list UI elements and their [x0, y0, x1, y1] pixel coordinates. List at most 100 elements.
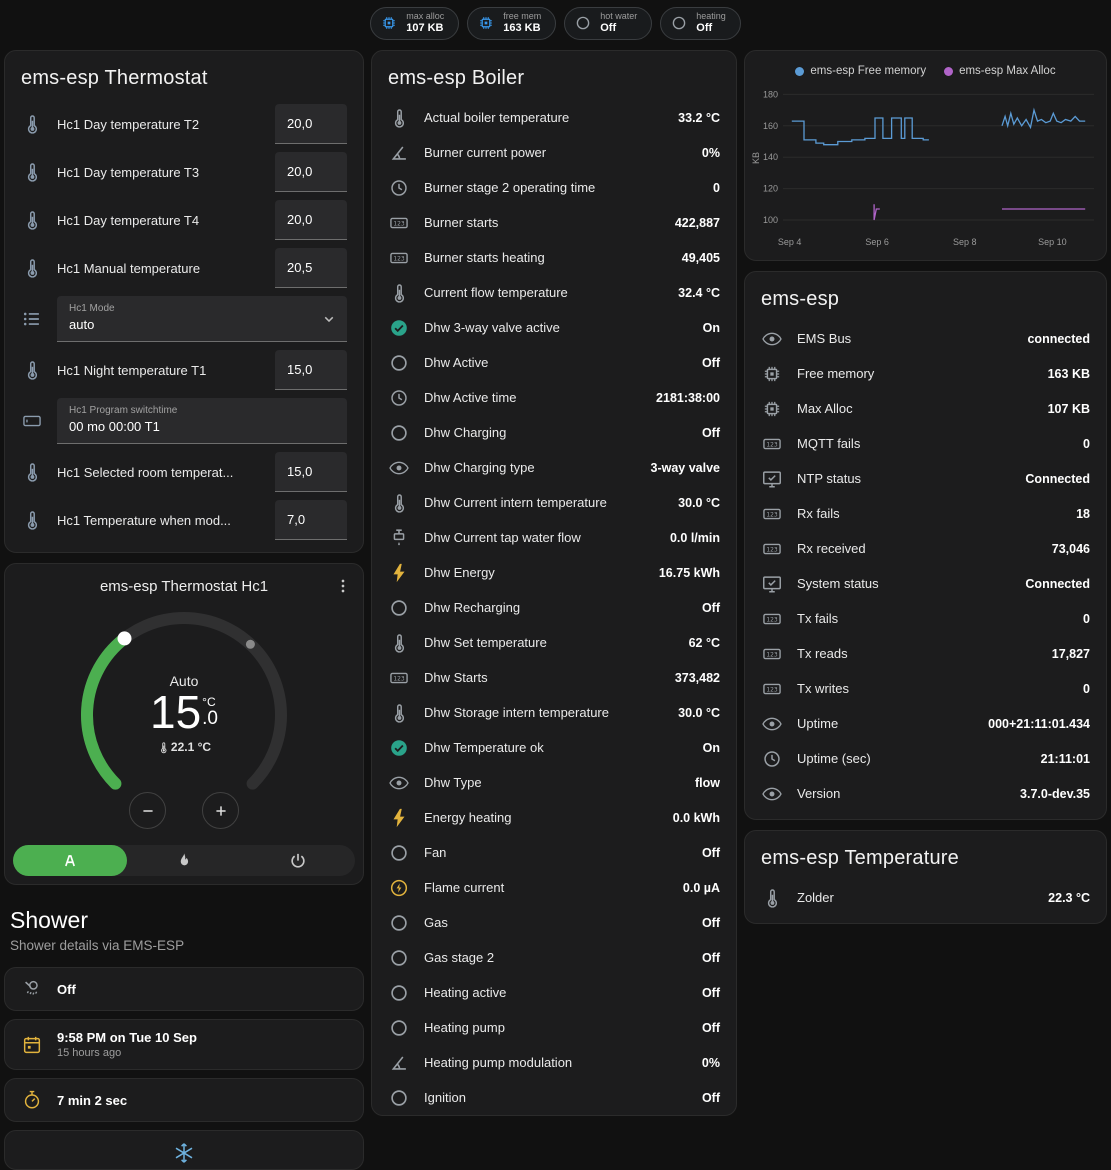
- entity-label: Tx fails: [797, 611, 1069, 626]
- status-badge[interactable]: heatingOff: [660, 7, 741, 40]
- legend-item[interactable]: ems-esp Free memory: [795, 65, 926, 77]
- circle-icon: [574, 14, 592, 32]
- entity-row[interactable]: Dhw Set temperature62 °C: [372, 625, 736, 660]
- entity-row[interactable]: Dhw Current tap water flow0.0 l/min: [372, 520, 736, 555]
- number-input[interactable]: 20,5: [275, 248, 347, 288]
- entity-row[interactable]: Gas stage 2Off: [372, 940, 736, 975]
- entity-value: Off: [702, 916, 720, 930]
- column-right: ems-esp Free memoryems-esp Max Alloc 100…: [744, 50, 1107, 1170]
- entity-row[interactable]: Max Alloc107 KB: [745, 391, 1106, 426]
- counter-icon: 123: [761, 608, 783, 630]
- card-title: ems-esp Temperature: [745, 831, 1106, 880]
- boiler-card: ems-esp Boiler Actual boiler temperature…: [371, 50, 737, 1116]
- entity-value: Connected: [1025, 577, 1090, 591]
- entity-row[interactable]: Uptime000+21:11:01.434: [745, 706, 1106, 741]
- entity-row[interactable]: 123Tx fails0: [745, 601, 1106, 636]
- entity-label: Dhw Starts: [424, 670, 661, 685]
- shower-entity-card[interactable]: 9:58 PM on Tue 10 Sep15 hours ago: [4, 1019, 364, 1070]
- clock-icon: [388, 177, 410, 199]
- thermometer-icon: [21, 209, 43, 231]
- mode-button-off[interactable]: [241, 845, 355, 876]
- entity-row[interactable]: Gas Off: [372, 905, 736, 940]
- increase-temperature-button[interactable]: [202, 792, 239, 829]
- legend-item[interactable]: ems-esp Max Alloc: [944, 65, 1056, 77]
- entity-row[interactable]: Burner current power0%: [372, 135, 736, 170]
- entity-row[interactable]: Dhw RechargingOff: [372, 590, 736, 625]
- entity-row[interactable]: 123Burner starts heating49,405: [372, 240, 736, 275]
- svg-text:Sep 6: Sep 6: [865, 237, 889, 247]
- entity-row[interactable]: FanOff: [372, 835, 736, 870]
- status-badge[interactable]: free mem163 KB: [467, 7, 556, 40]
- text-input[interactable]: Hc1 Program switchtime00 mo 00:00 T1: [57, 398, 347, 444]
- number-input[interactable]: 20,0: [275, 152, 347, 192]
- entity-value: Off: [702, 601, 720, 615]
- entity-row[interactable]: Heating activeOff: [372, 975, 736, 1010]
- legend-dot: [944, 67, 953, 76]
- entity-row[interactable]: System statusConnected: [745, 566, 1106, 601]
- entity-value: Off: [702, 426, 720, 440]
- entity-row[interactable]: Uptime (sec)21:11:01: [745, 741, 1106, 776]
- entity-row[interactable]: Dhw Current intern temperature30.0 °C: [372, 485, 736, 520]
- entity-row[interactable]: Heating pumpOff: [372, 1010, 736, 1045]
- entity-label: Gas: [424, 915, 688, 930]
- entity-row[interactable]: Dhw Temperature okOn: [372, 730, 736, 765]
- thermometer-icon: [21, 161, 43, 183]
- badge-label: heating: [696, 11, 726, 22]
- entity-row[interactable]: Zolder22.3 °C: [745, 880, 1106, 915]
- field-value: 00 mo 00:00 T1: [69, 419, 307, 434]
- hvac-mode-buttons: [13, 845, 355, 876]
- entity-row[interactable]: Dhw Active time2181:38:00: [372, 380, 736, 415]
- entity-row[interactable]: Current flow temperature32.4 °C: [372, 275, 736, 310]
- entity-row[interactable]: Dhw Typeflow: [372, 765, 736, 800]
- entity-row[interactable]: Dhw ChargingOff: [372, 415, 736, 450]
- entity-label: Gas stage 2: [424, 950, 688, 965]
- card-menu-button[interactable]: [333, 576, 353, 601]
- entity-row[interactable]: 123Burner starts422,887: [372, 205, 736, 240]
- shower-primary-text: 9:58 PM on Tue 10 Sep: [57, 1030, 197, 1045]
- status-badge[interactable]: hot waterOff: [564, 7, 652, 40]
- circle-icon: [388, 1017, 410, 1039]
- entity-row[interactable]: IgnitionOff: [372, 1080, 736, 1115]
- entity-row[interactable]: Dhw 3-way valve activeOn: [372, 310, 736, 345]
- entity-row[interactable]: Dhw Energy16.75 kWh: [372, 555, 736, 590]
- temperature-card: ems-esp Temperature Zolder22.3 °C: [744, 830, 1107, 924]
- setting-label: Hc1 Manual temperature: [57, 261, 261, 276]
- shower-entity-card[interactable]: Off: [4, 967, 364, 1011]
- number-input[interactable]: 15,0: [275, 452, 347, 492]
- entity-label: EMS Bus: [797, 331, 1013, 346]
- entity-row[interactable]: Dhw Charging type3-way valve: [372, 450, 736, 485]
- mode-button-heat[interactable]: [127, 845, 241, 876]
- entity-row[interactable]: 123Rx fails18: [745, 496, 1106, 531]
- entity-row[interactable]: Dhw ActiveOff: [372, 345, 736, 380]
- entity-row[interactable]: Flame current0.0 µA: [372, 870, 736, 905]
- shower-entity-card[interactable]: 7 min 2 sec: [4, 1078, 364, 1122]
- entity-row[interactable]: 123Rx received73,046: [745, 531, 1106, 566]
- entity-row[interactable]: 123Tx writes0: [745, 671, 1106, 706]
- thermometer-icon: [761, 887, 783, 909]
- entity-row[interactable]: Energy heating0.0 kWh: [372, 800, 736, 835]
- number-input[interactable]: 20,0: [275, 200, 347, 240]
- entity-row[interactable]: EMS Busconnected: [745, 321, 1106, 356]
- mode-select[interactable]: Hc1 Modeauto: [57, 296, 347, 342]
- entity-row[interactable]: 123MQTT fails0: [745, 426, 1106, 461]
- number-input[interactable]: 20,0: [275, 104, 347, 144]
- entity-row[interactable]: Dhw Storage intern temperature30.0 °C: [372, 695, 736, 730]
- decrease-temperature-button[interactable]: [129, 792, 166, 829]
- entity-value: 000+21:11:01.434: [988, 717, 1090, 731]
- status-badge[interactable]: max alloc107 KB: [370, 7, 459, 40]
- entity-row[interactable]: Version3.7.0-dev.35: [745, 776, 1106, 811]
- number-input[interactable]: 7,0: [275, 500, 347, 540]
- counter-icon: 123: [388, 212, 410, 234]
- entity-row[interactable]: NTP statusConnected: [745, 461, 1106, 496]
- badge-text: max alloc107 KB: [406, 11, 444, 35]
- emsesp-status-card: ems-esp EMS BusconnectedFree memory163 K…: [744, 271, 1107, 820]
- entity-row[interactable]: Free memory163 KB: [745, 356, 1106, 391]
- entity-row[interactable]: 123Dhw Starts373,482: [372, 660, 736, 695]
- entity-row[interactable]: Actual boiler temperature33.2 °C: [372, 100, 736, 135]
- mode-button-auto[interactable]: [13, 845, 127, 876]
- entity-row[interactable]: 123Tx reads17,827: [745, 636, 1106, 671]
- number-input[interactable]: 15,0: [275, 350, 347, 390]
- column-left: ems-esp Thermostat Hc1 Day temperature T…: [4, 50, 364, 1170]
- entity-row[interactable]: Heating pump modulation0%: [372, 1045, 736, 1080]
- entity-row[interactable]: Burner stage 2 operating time0: [372, 170, 736, 205]
